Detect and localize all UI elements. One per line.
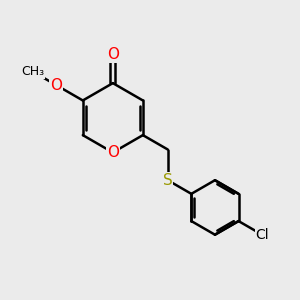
Text: Cl: Cl	[255, 228, 269, 242]
Text: CH₃: CH₃	[21, 65, 44, 78]
Text: O: O	[107, 145, 119, 160]
Text: O: O	[107, 47, 119, 62]
Text: O: O	[50, 78, 62, 93]
Text: S: S	[163, 173, 172, 188]
